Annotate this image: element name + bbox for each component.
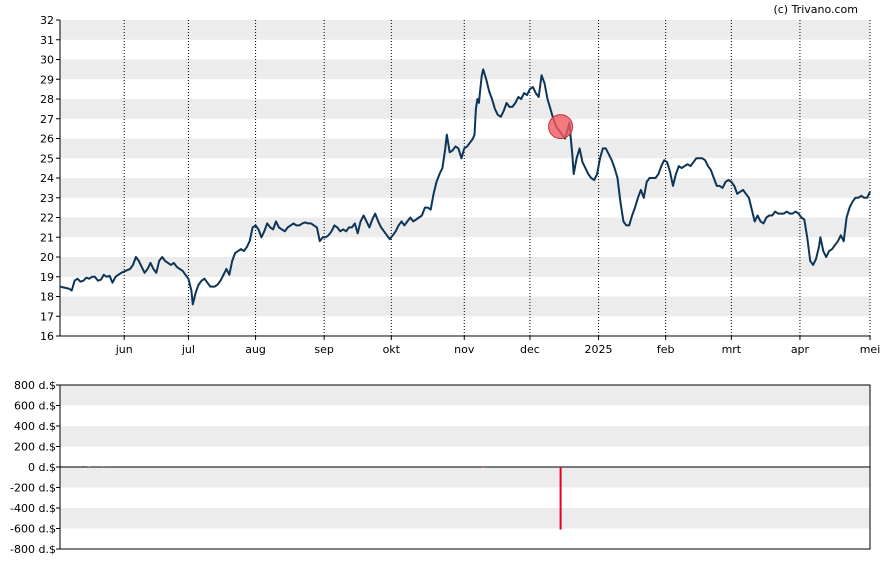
volume-grid-band (60, 467, 870, 488)
price-x-tick-label: 2025 (585, 343, 613, 356)
transaction-marker (548, 114, 574, 140)
price-grid-band (60, 257, 870, 277)
price-y-tick-label: 20 (40, 251, 54, 264)
price-y-tick-label: 19 (40, 271, 54, 284)
volume-y-tick-label: -600 d.$ (10, 523, 56, 536)
volume-y-tick-label: 400 d.$ (14, 420, 56, 433)
price-grid-band (60, 178, 870, 198)
volume-y-tick-label: 800 d.$ (14, 379, 56, 392)
price-y-tick-label: 26 (40, 133, 54, 146)
price-y-tick-label: 17 (40, 310, 54, 323)
volume-y-tick-label: 200 d.$ (14, 441, 56, 454)
price-y-tick-label: 30 (40, 54, 54, 67)
price-y-tick-label: 25 (40, 152, 54, 165)
price-y-tick-label: 22 (40, 212, 54, 225)
volume-y-tick-label: 600 d.$ (14, 400, 56, 413)
price-x-tick-label: apr (791, 343, 810, 356)
price-x-tick-label: dec (520, 343, 540, 356)
price-y-tick-label: 24 (40, 172, 54, 185)
price-grid-band (60, 59, 870, 80)
price-y-tick-label: 28 (40, 93, 54, 106)
price-x-tick-label: jun (115, 343, 133, 356)
price-y-tick-label: 31 (40, 34, 54, 47)
price-chart-panel: 16 17 18 19 20 21 22 23 24 25 26 27 28 29 30 31 32 jun jul… (40, 14, 880, 356)
volume-grid-band (60, 508, 870, 529)
price-x-tick-label: feb (657, 343, 675, 356)
volume-grid-band (60, 385, 870, 406)
price-series-line (59, 68, 871, 306)
price-y-tick-label: 29 (40, 73, 54, 86)
volume-grid-band (60, 426, 870, 447)
price-x-tick-label: mei (860, 343, 881, 356)
price-x-tick-label: sep (314, 343, 333, 356)
price-y-tick-label: 16 (40, 330, 54, 343)
price-y-tick-label: 23 (40, 192, 54, 205)
price-x-tick-label: nov (454, 343, 475, 356)
price-y-tick-label: 21 (40, 231, 54, 244)
price-y-tick-label: 27 (40, 113, 54, 126)
price-y-tick-label: 32 (40, 14, 54, 27)
price-x-tick-label: mrt (722, 343, 742, 356)
price-grid-band (60, 20, 870, 40)
price-x-tick-label: jul (181, 343, 195, 356)
price-y-tick-label: 18 (40, 291, 54, 304)
price-grid-band (60, 217, 870, 238)
price-grid-band (60, 296, 870, 317)
price-grid-band (60, 99, 870, 119)
price-x-tick-label: okt (383, 343, 401, 356)
volume-y-tick-label: -800 d.$ (10, 543, 56, 556)
credit-text: (c) Trivano.com (773, 3, 858, 16)
volume-y-tick-label: 0 d.$ (28, 461, 56, 474)
volume-y-tick-label: -400 d.$ (10, 502, 56, 515)
price-x-tick-label: aug (245, 343, 266, 356)
volume-y-tick-label: -200 d.$ (10, 482, 56, 495)
volume-chart-panel: 800 d.$ 600 d.$ 400 d.$ 200 d.$ 0 d.$ -200 d.… (10, 379, 871, 556)
